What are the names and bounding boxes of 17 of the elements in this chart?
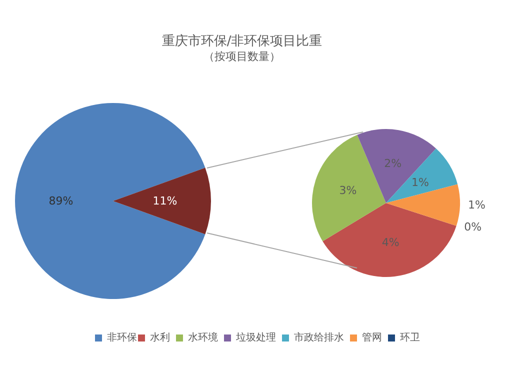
legend-label: 管网	[362, 332, 382, 344]
legend-label: 市政给排水	[294, 332, 344, 344]
text: 0%	[464, 220, 482, 234]
legend-label: 水环境	[188, 332, 218, 344]
legend-label: 非环保	[107, 332, 137, 344]
legend-label: 水利	[150, 332, 170, 344]
data-label: 89%	[48, 194, 74, 208]
data-label: 1%	[412, 176, 429, 189]
data-label: 2%	[384, 157, 402, 170]
data-label: 4%	[382, 236, 400, 250]
legend-label: 环卫	[400, 332, 420, 344]
text: （按项目数量）	[204, 50, 280, 63]
data-label: 3%	[339, 184, 357, 198]
data-label: 11%	[152, 194, 178, 208]
data-label: 1%	[468, 198, 486, 212]
legend-label: 垃圾处理	[235, 332, 276, 344]
text: 重庆市环保/非环保项目比重	[162, 34, 322, 49]
